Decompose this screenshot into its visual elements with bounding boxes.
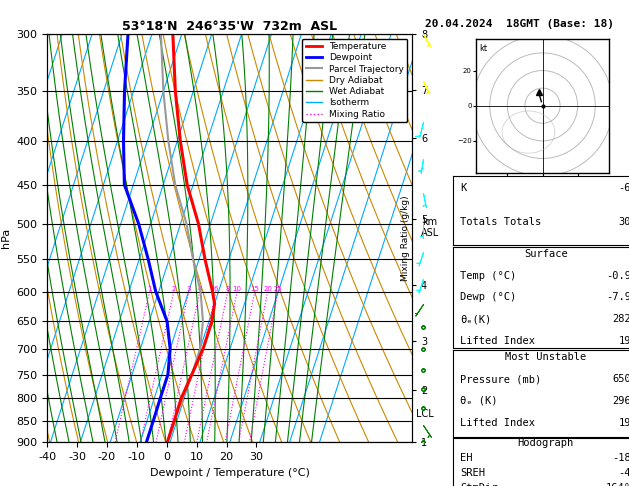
Text: 19: 19 (618, 336, 629, 346)
Text: -6: -6 (618, 183, 629, 192)
Text: 0: 0 (625, 440, 629, 450)
Text: CIN (J): CIN (J) (460, 379, 504, 389)
Text: Surface: Surface (524, 249, 567, 259)
Text: 282: 282 (612, 314, 629, 324)
Text: kt: kt (479, 44, 487, 53)
Text: Dewp (°C): Dewp (°C) (460, 293, 516, 302)
Y-axis label: km
ASL: km ASL (421, 217, 439, 238)
Text: 164°: 164° (606, 484, 629, 486)
Text: Lifted Index: Lifted Index (460, 336, 535, 346)
Text: 2: 2 (172, 286, 176, 292)
Text: 3: 3 (187, 286, 191, 292)
Text: 296: 296 (612, 396, 629, 406)
Text: 20: 20 (263, 286, 272, 292)
Text: 0: 0 (625, 462, 629, 471)
Text: θₑ (K): θₑ (K) (460, 396, 498, 406)
Text: 20.04.2024  18GMT (Base: 18): 20.04.2024 18GMT (Base: 18) (425, 19, 613, 29)
Text: Most Unstable: Most Unstable (505, 352, 586, 362)
Text: SREH: SREH (460, 469, 486, 478)
Text: 0: 0 (625, 357, 629, 367)
Text: Totals Totals: Totals Totals (460, 217, 542, 227)
Text: 1: 1 (147, 286, 152, 292)
Text: Hodograph: Hodograph (518, 438, 574, 449)
Text: Lifted Index: Lifted Index (460, 418, 535, 428)
Text: Mixing Ratio (g/kg): Mixing Ratio (g/kg) (401, 195, 410, 281)
Text: 650: 650 (612, 374, 629, 384)
Text: 4: 4 (198, 286, 202, 292)
Text: StmDir: StmDir (460, 484, 498, 486)
Text: CAPE (J): CAPE (J) (460, 357, 510, 367)
Text: LCL: LCL (416, 409, 434, 419)
Text: -7.9: -7.9 (606, 293, 629, 302)
Y-axis label: hPa: hPa (1, 228, 11, 248)
Text: θₑ(K): θₑ(K) (460, 314, 491, 324)
X-axis label: Dewpoint / Temperature (°C): Dewpoint / Temperature (°C) (150, 468, 309, 478)
Text: -18: -18 (612, 453, 629, 463)
Text: CIN (J): CIN (J) (460, 462, 504, 471)
Text: 8: 8 (225, 286, 230, 292)
Title: 53°18'N  246°35'W  732m  ASL: 53°18'N 246°35'W 732m ASL (122, 20, 337, 33)
Text: -0.9: -0.9 (606, 271, 629, 281)
Text: 0.43: 0.43 (606, 252, 629, 262)
Text: 10: 10 (233, 286, 242, 292)
Text: Pressure (mb): Pressure (mb) (460, 374, 542, 384)
Text: 15: 15 (250, 286, 259, 292)
Text: 19: 19 (618, 418, 629, 428)
Text: 0: 0 (625, 379, 629, 389)
Text: K: K (460, 183, 467, 192)
Text: 6: 6 (214, 286, 218, 292)
Legend: Temperature, Dewpoint, Parcel Trajectory, Dry Adiabat, Wet Adiabat, Isotherm, Mi: Temperature, Dewpoint, Parcel Trajectory… (302, 38, 408, 122)
Text: PW (cm): PW (cm) (460, 252, 504, 262)
Text: EH: EH (460, 453, 473, 463)
Text: Temp (°C): Temp (°C) (460, 271, 516, 281)
Text: 30: 30 (618, 217, 629, 227)
Text: CAPE (J): CAPE (J) (460, 440, 510, 450)
Text: 25: 25 (274, 286, 282, 292)
Text: -4: -4 (618, 469, 629, 478)
